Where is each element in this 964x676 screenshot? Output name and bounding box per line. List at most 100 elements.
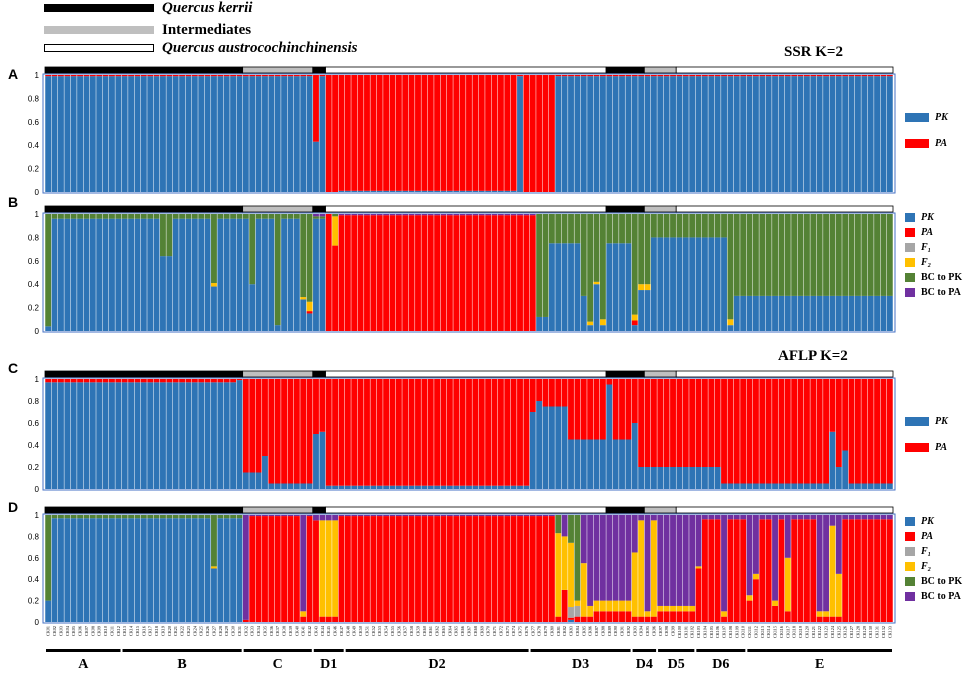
bar-d-44-f2	[319, 520, 326, 617]
quercus-austro-label: Quercus austrocochinchinensis	[162, 39, 358, 56]
bar-c-36-pk	[268, 483, 275, 489]
ytick-c-1: 1	[35, 375, 40, 384]
bar-b-121-bc-to-pk	[810, 214, 817, 296]
bar-c-24-pa	[191, 379, 198, 383]
sample-label-61: CK61	[428, 626, 433, 636]
ytick-a-0.4: 0.4	[28, 141, 40, 150]
bar-a-113-pk	[759, 76, 766, 192]
bar-c-93-pk	[631, 423, 638, 489]
bar-d-101-bc-to-pa	[682, 515, 689, 606]
bar-d-31-pk	[236, 518, 243, 622]
bar-b-72-bc-to-pa	[497, 214, 504, 216]
bar-b-26-bc-to-pk	[204, 214, 211, 219]
bar-a-18-pa	[153, 75, 160, 77]
bar-d-49-bc-to-pa	[351, 515, 358, 517]
bar-c-73-pk	[504, 485, 511, 489]
bar-d-20-pk	[166, 518, 173, 622]
sample-label-26: CK26	[205, 626, 210, 636]
panel-frame-b	[42, 212, 896, 333]
bar-b-28-bc-to-pk	[217, 214, 224, 219]
taxon-band-d-6	[675, 506, 894, 514]
bar-b-41-f2	[300, 297, 307, 300]
bar-c-112-pk	[752, 483, 759, 489]
bar-c-35-pa	[262, 379, 268, 456]
bar-a-57-pa	[402, 75, 409, 191]
bar-c-23-pk	[185, 382, 192, 489]
bar-d-25-pk	[198, 518, 205, 622]
bar-c-97-pk	[657, 467, 664, 489]
bar-d-76-pa	[523, 516, 530, 622]
bar-a-21-pa	[172, 75, 179, 77]
bar-d-94-pa	[638, 616, 645, 622]
bar-d-34-bc-to-pa	[255, 515, 262, 517]
bar-d-41-bc-to-pa	[300, 515, 307, 612]
bar-c-86-pa	[587, 379, 594, 440]
bar-b-77-pa	[529, 215, 536, 331]
bar-a-17-pk	[147, 76, 154, 192]
legend-a-pa-swatch	[905, 139, 929, 148]
bar-c-110-pa	[740, 379, 747, 484]
bar-b-48-pa	[344, 215, 351, 331]
bar-c-70-pk	[485, 485, 492, 489]
bar-a-41-pa	[300, 75, 307, 77]
bar-a-19-pk	[160, 76, 166, 192]
bar-b-46-bc-to-pk	[332, 214, 339, 217]
bar-c-82-pk	[561, 406, 568, 489]
panel-frame-d	[42, 513, 896, 624]
bar-c-133-pk	[886, 483, 893, 489]
bar-c-122-pa	[816, 379, 823, 484]
bar-c-28-pk	[217, 382, 224, 489]
bar-b-87-f2	[593, 281, 600, 285]
legend-c-pk-swatch	[905, 417, 929, 426]
bar-d-46-f2	[332, 520, 339, 617]
bar-c-70-pa	[485, 379, 492, 486]
bar-c-45-pa	[325, 379, 332, 486]
bar-a-115-pa	[772, 75, 778, 77]
bar-d-39-pa	[287, 516, 294, 622]
sample-label-10: CK10	[103, 626, 108, 636]
group-bar-e	[747, 649, 892, 652]
bar-b-33-pk	[249, 284, 256, 331]
bar-d-15-bc-to-pk	[134, 515, 141, 519]
bar-c-26-pk	[204, 382, 211, 489]
bar-b-107-bc-to-pk	[721, 214, 727, 238]
bar-d-62-bc-to-pa	[434, 515, 441, 517]
bar-b-24-bc-to-pk	[191, 214, 198, 219]
ssr-title: SSR K=2	[784, 44, 843, 60]
bar-a-59-pk	[415, 190, 421, 192]
bar-b-132-pk	[880, 295, 887, 331]
bar-d-96-f2	[650, 520, 657, 617]
sample-label-34: CK34	[256, 625, 261, 636]
bar-a-58-pk	[408, 190, 415, 192]
bar-d-61-bc-to-pa	[427, 515, 434, 517]
bar-a-107-pk	[721, 76, 727, 192]
bar-c-62-pk	[434, 485, 441, 489]
bar-b-58-pa	[408, 215, 415, 331]
bar-a-24-pa	[191, 75, 198, 77]
bar-c-42-pk	[306, 483, 313, 489]
sample-label-56: CK56	[396, 626, 401, 636]
bar-d-44-pa	[319, 616, 326, 622]
bar-d-49-pa	[351, 516, 358, 622]
bar-a-67-pk	[466, 190, 472, 192]
bar-b-113-pk	[759, 295, 766, 331]
bar-b-42-pk	[306, 313, 313, 331]
bar-d-24-pk	[191, 518, 198, 622]
bar-a-106-pa	[714, 75, 721, 77]
bar-a-29-pa	[223, 75, 230, 77]
bar-c-61-pk	[427, 485, 434, 489]
bar-b-127-pk	[848, 295, 855, 331]
legend-d-pk-label: PK	[921, 516, 934, 527]
bar-b-8-pk	[89, 218, 96, 331]
bar-b-79-pk	[542, 316, 549, 331]
bar-b-51-bc-to-pa	[364, 214, 370, 216]
sample-label-6: CK06	[78, 626, 83, 636]
bar-a-125-pk	[835, 76, 842, 192]
bar-b-128-bc-to-pk	[854, 214, 861, 296]
bar-b-59-pa	[415, 215, 421, 331]
legend-b-f2-swatch	[905, 258, 915, 267]
bar-b-4-bc-to-pk	[64, 214, 71, 219]
bar-d-92-bc-to-pa	[625, 515, 632, 601]
bar-b-60-bc-to-pa	[421, 214, 428, 216]
sample-label-39: CK39	[288, 626, 293, 636]
